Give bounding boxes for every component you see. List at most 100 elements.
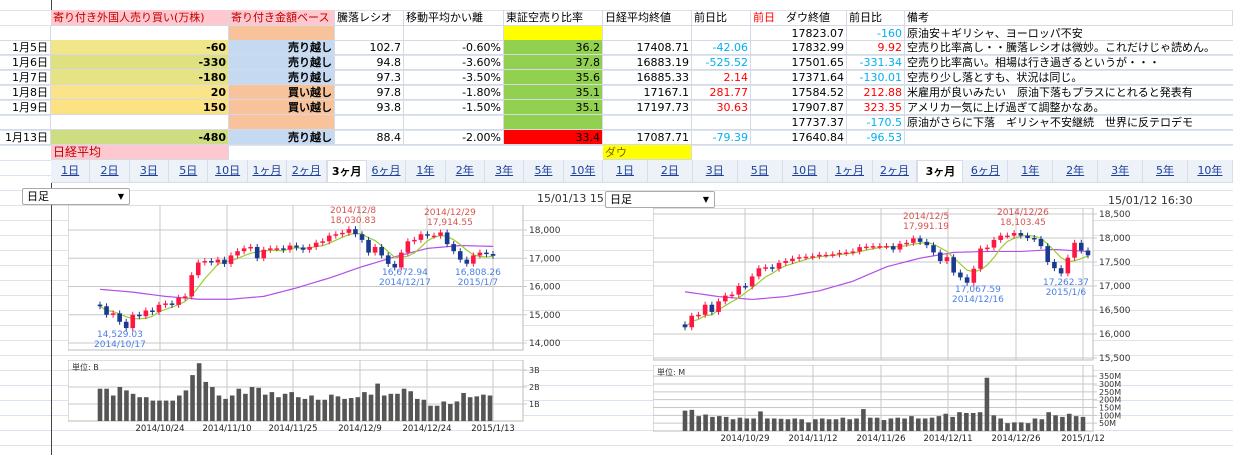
- cell-dev: [404, 26, 504, 41]
- tab-3[interactable]: 3日: [130, 160, 170, 182]
- volume-bar: [177, 395, 182, 421]
- cell-nikkei: 16885.33: [603, 70, 692, 85]
- candle: [484, 249, 489, 258]
- volume-bar: [315, 399, 321, 421]
- cell-nikkei: 17167.1: [603, 85, 692, 100]
- volume-bar: [117, 387, 123, 421]
- candle: [702, 301, 708, 318]
- tab-5[interactable]: 10日: [208, 160, 248, 182]
- interval-dropdown-nikkei[interactable]: 日足 ▼: [22, 188, 130, 205]
- volume-bar: [970, 412, 976, 431]
- cell-date: [0, 115, 51, 130]
- volume-bar: [785, 419, 791, 431]
- volume-bar: [1039, 419, 1045, 431]
- column-header: 寄り付き金額ベース: [229, 10, 335, 26]
- volume-bar: [888, 418, 894, 431]
- tab-10[interactable]: 1年: [406, 160, 446, 182]
- volume-bar: [395, 393, 400, 421]
- tab-7[interactable]: 2ヶ月: [287, 160, 327, 182]
- volume-bar: [335, 396, 341, 421]
- volume-bar: [414, 398, 420, 421]
- nikkei-volume-chart: 3B 2B 1B 単位: B 2014/10/24 2014/11/10 2014/11/2…: [68, 360, 540, 434]
- candle: [823, 251, 829, 258]
- tab-1[interactable]: 1日: [51, 160, 91, 182]
- candle: [783, 258, 789, 266]
- tab-14[interactable]: 10年: [1188, 160, 1233, 182]
- candle: [803, 253, 809, 261]
- candle: [464, 256, 470, 267]
- tab-11[interactable]: 2年: [446, 160, 485, 182]
- volume-bar: [710, 416, 715, 431]
- candle: [254, 243, 260, 262]
- tab-6[interactable]: 1ヶ月: [248, 160, 288, 182]
- candle: [743, 283, 748, 290]
- candle: [1005, 232, 1010, 239]
- candle: [998, 232, 1003, 243]
- x-tick-label: 2014/12/24: [403, 424, 452, 434]
- cell-short: 35.1: [504, 85, 603, 100]
- cell-note: 空売り比率高い。相場は行き過ぎるというが・・・: [905, 55, 1233, 70]
- tab-12[interactable]: 3年: [485, 160, 525, 182]
- tab-13[interactable]: 5年: [1143, 160, 1188, 182]
- tab-1[interactable]: 1日: [603, 160, 648, 182]
- volume-bar: [1046, 412, 1051, 431]
- tab-8[interactable]: 3ヶ月: [917, 160, 964, 182]
- tab-9[interactable]: 6ヶ月: [963, 160, 1009, 182]
- tab-11[interactable]: 2年: [1053, 160, 1099, 182]
- interval-dropdown-dow[interactable]: 日足 ▼: [605, 191, 715, 208]
- volume-bar: [840, 417, 846, 431]
- cell-dev: -0.60%: [404, 40, 504, 55]
- tab-14[interactable]: 10年: [564, 160, 604, 182]
- cell-nikkei: 17197.73: [603, 100, 692, 115]
- candle: [857, 244, 862, 255]
- candle: [763, 264, 768, 272]
- tab-6[interactable]: 1ヶ月: [828, 160, 873, 182]
- candle: [897, 240, 903, 253]
- x-tick-label: 2014/10/24: [136, 424, 185, 434]
- cell-nikkei: [603, 115, 692, 130]
- cell-dow: 17501.65: [751, 55, 847, 70]
- cell-short: 35.1: [504, 100, 603, 115]
- cell-foreign: -60: [51, 40, 229, 55]
- tab-10[interactable]: 1年: [1008, 160, 1054, 182]
- volume-bar: [929, 417, 935, 431]
- tab-2[interactable]: 2日: [90, 160, 130, 182]
- candle: [1078, 239, 1084, 254]
- cell-nchg: [692, 26, 751, 41]
- cell-dow: 17584.52: [751, 85, 847, 100]
- tab-4[interactable]: 5日: [169, 160, 209, 182]
- tab-13[interactable]: 5年: [524, 160, 564, 182]
- candle: [1038, 235, 1044, 250]
- tab-7[interactable]: 2ヶ月: [873, 160, 918, 182]
- label-dow: ダウ: [603, 145, 692, 160]
- tab-5[interactable]: 10日: [783, 160, 828, 182]
- y-tick-label: 50M: [1099, 419, 1116, 428]
- unit-label: 単位: B: [72, 362, 99, 372]
- annotation-high: 2014/12/26 18,103.45: [997, 208, 1049, 228]
- volume-bar: [348, 398, 354, 421]
- candle: [366, 236, 371, 256]
- volume-bar: [190, 375, 195, 421]
- volume-bar: [467, 397, 473, 421]
- candle: [444, 229, 450, 248]
- annotation-low: 17,067.59 2014/12/16: [952, 285, 1004, 305]
- volume-bar: [375, 383, 380, 421]
- candle: [117, 310, 122, 325]
- candle: [451, 241, 456, 255]
- tab-8[interactable]: 3ヶ月: [326, 160, 367, 182]
- tab-3[interactable]: 3日: [693, 160, 738, 182]
- tab-2[interactable]: 2日: [648, 160, 693, 182]
- volume-bar: [130, 393, 136, 421]
- y-tick-label: 14,000: [529, 339, 561, 349]
- cell-nchg: 281.77: [692, 85, 751, 100]
- cell-dow: 17823.07: [751, 26, 847, 41]
- candle: [830, 251, 836, 258]
- cell-short: 35.6: [504, 70, 603, 85]
- tab-9[interactable]: 6ヶ月: [367, 160, 407, 182]
- tab-12[interactable]: 3年: [1098, 160, 1144, 182]
- volume-bar: [388, 393, 394, 421]
- header-label: 移動平均かい離: [406, 11, 483, 24]
- tab-4[interactable]: 5日: [738, 160, 783, 182]
- candle: [1031, 235, 1037, 242]
- volume-bar: [329, 394, 334, 421]
